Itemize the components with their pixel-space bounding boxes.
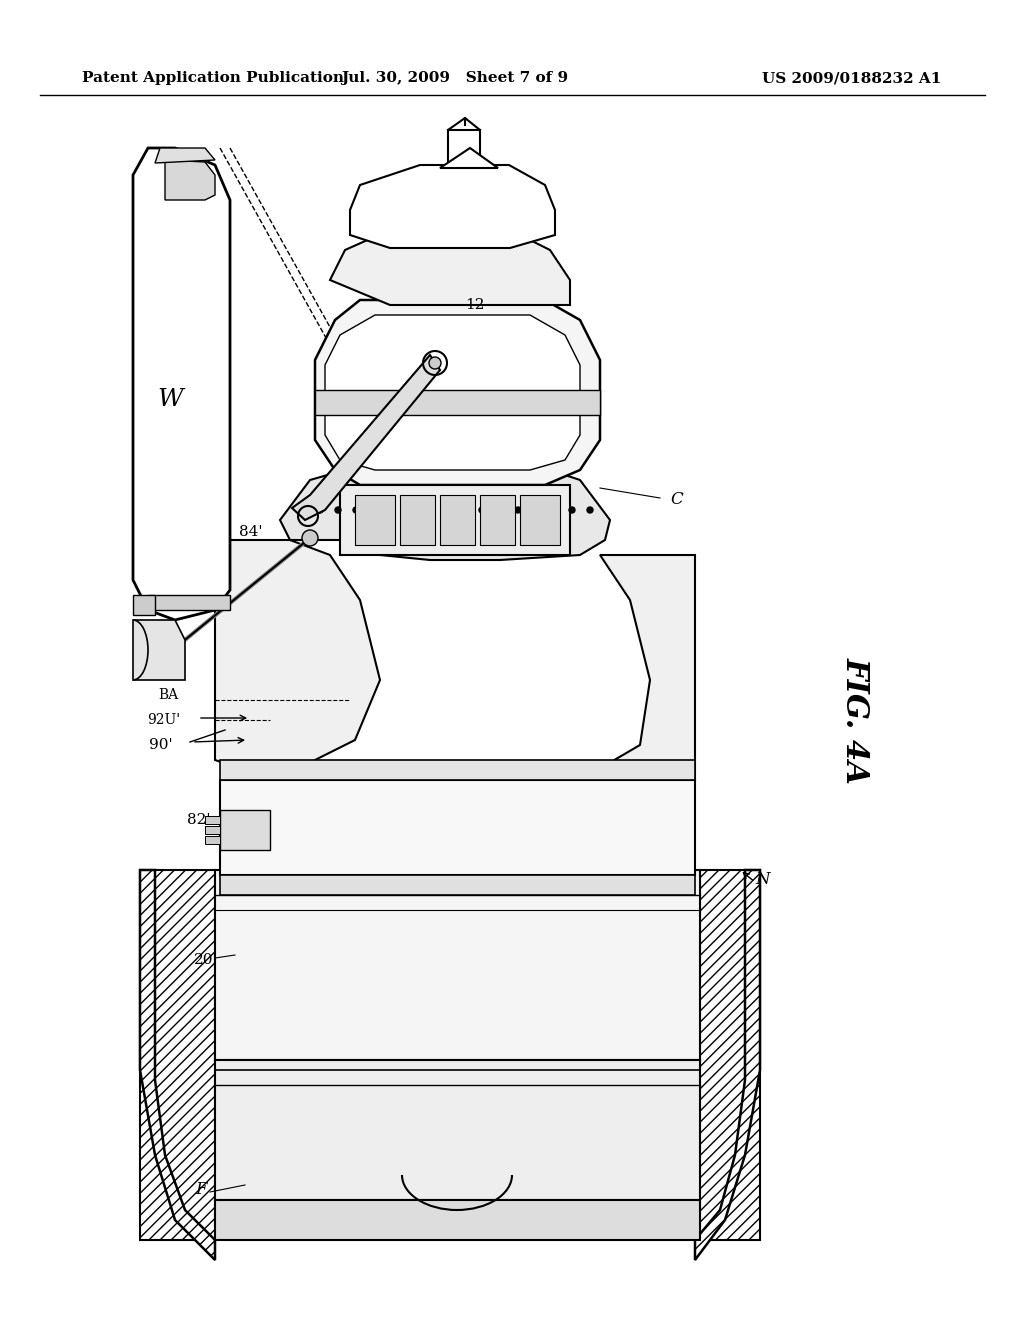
Polygon shape	[520, 495, 560, 545]
Circle shape	[371, 507, 377, 513]
Polygon shape	[340, 484, 570, 554]
Polygon shape	[440, 148, 498, 168]
Polygon shape	[133, 620, 185, 680]
Text: US 2009/0188232 A1: US 2009/0188232 A1	[762, 71, 941, 84]
Polygon shape	[133, 595, 155, 615]
Polygon shape	[315, 389, 600, 414]
Polygon shape	[220, 810, 270, 850]
Polygon shape	[580, 554, 695, 780]
Circle shape	[551, 507, 557, 513]
Polygon shape	[400, 495, 435, 545]
Circle shape	[389, 507, 395, 513]
Text: Jul. 30, 2009   Sheet 7 of 9: Jul. 30, 2009 Sheet 7 of 9	[341, 71, 568, 84]
Text: 20: 20	[194, 953, 213, 968]
Text: FIG. 4A: FIG. 4A	[840, 656, 870, 784]
Circle shape	[515, 507, 521, 513]
Polygon shape	[215, 870, 700, 1060]
Circle shape	[407, 507, 413, 513]
Circle shape	[317, 507, 323, 513]
Circle shape	[497, 507, 503, 513]
Circle shape	[302, 531, 318, 546]
Polygon shape	[325, 315, 580, 470]
Polygon shape	[350, 165, 555, 248]
Polygon shape	[700, 870, 760, 1239]
Polygon shape	[205, 836, 220, 843]
Circle shape	[569, 507, 575, 513]
Polygon shape	[148, 595, 230, 610]
Circle shape	[534, 507, 539, 513]
Polygon shape	[315, 300, 600, 484]
Text: N: N	[755, 871, 769, 888]
Circle shape	[461, 507, 467, 513]
Polygon shape	[440, 495, 475, 545]
Text: C: C	[670, 491, 683, 508]
Polygon shape	[292, 355, 440, 520]
Circle shape	[587, 507, 593, 513]
Polygon shape	[695, 870, 760, 1261]
Text: 84': 84'	[239, 525, 262, 539]
Circle shape	[429, 356, 441, 370]
Text: BA: BA	[158, 688, 178, 702]
Polygon shape	[449, 129, 480, 165]
Text: 92U': 92U'	[146, 713, 180, 727]
Polygon shape	[215, 540, 380, 780]
Polygon shape	[220, 780, 695, 875]
Polygon shape	[205, 826, 220, 834]
Text: 12: 12	[465, 298, 484, 312]
Polygon shape	[220, 875, 695, 895]
Text: F: F	[195, 1181, 207, 1199]
Polygon shape	[215, 1200, 700, 1239]
Text: 82': 82'	[186, 813, 210, 828]
Polygon shape	[480, 495, 515, 545]
Polygon shape	[155, 148, 215, 162]
Circle shape	[425, 507, 431, 513]
Text: Patent Application Publication: Patent Application Publication	[82, 71, 344, 84]
Circle shape	[443, 507, 449, 513]
Polygon shape	[215, 1060, 700, 1200]
Circle shape	[353, 507, 359, 513]
Text: 90': 90'	[150, 738, 173, 752]
Polygon shape	[330, 230, 570, 305]
Circle shape	[479, 507, 485, 513]
Polygon shape	[165, 160, 215, 201]
Polygon shape	[140, 870, 215, 1261]
Polygon shape	[133, 148, 230, 620]
Polygon shape	[220, 760, 695, 780]
Text: W: W	[157, 388, 183, 412]
Polygon shape	[355, 495, 395, 545]
Polygon shape	[140, 870, 215, 1239]
Polygon shape	[280, 455, 610, 560]
Circle shape	[335, 507, 341, 513]
Polygon shape	[205, 816, 220, 824]
